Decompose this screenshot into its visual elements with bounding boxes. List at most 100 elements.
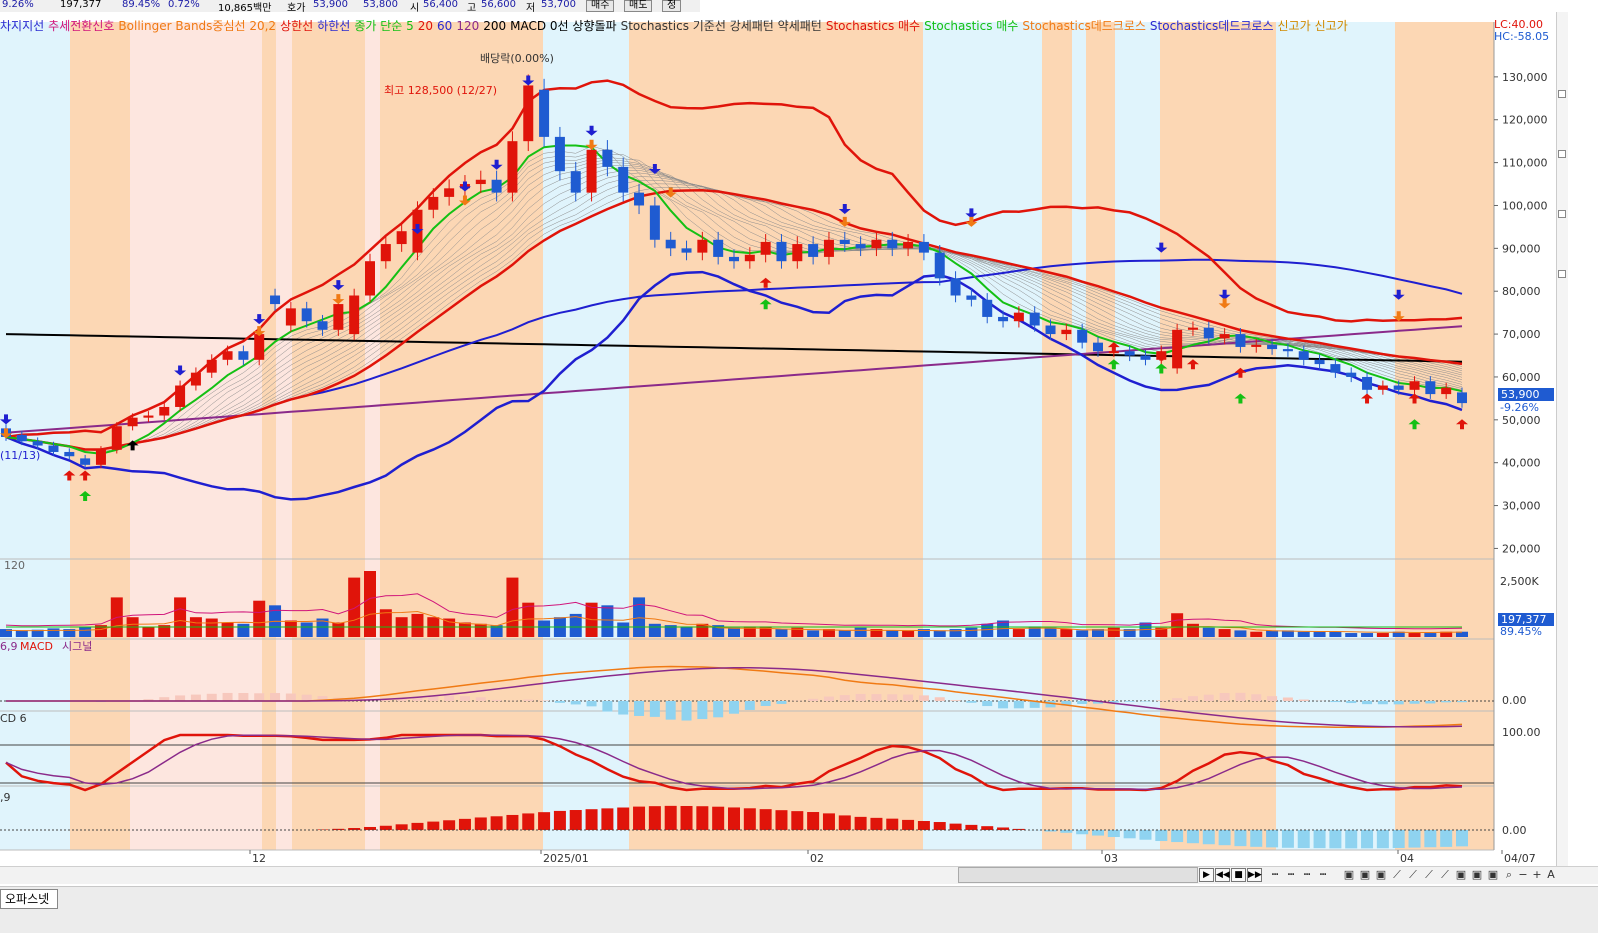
oscillator-bar: [474, 817, 487, 830]
zoom-icon[interactable]: ⌕: [1505, 868, 1513, 881]
legend-item[interactable]: Stochastics데드크로스: [1022, 19, 1146, 33]
legend-item[interactable]: 200: [483, 19, 507, 33]
oscillator-bar: [854, 816, 867, 830]
macd-histogram-bar: [1235, 692, 1246, 701]
legend-item[interactable]: Stochastics 매수: [924, 19, 1019, 33]
play-icon[interactable]: ▶: [1199, 868, 1214, 882]
volume-bar: [1376, 633, 1389, 637]
draw-icon[interactable]: ⟋: [1425, 868, 1433, 881]
legend-item[interactable]: 120: [456, 19, 480, 33]
bottom-tab[interactable]: 오파스넷: [0, 889, 59, 909]
layout-icon[interactable]: ▣: [1471, 868, 1483, 881]
buy-button[interactable]: 매수: [586, 0, 615, 12]
zoom-out-icon[interactable]: −: [1518, 868, 1528, 881]
zoom-in-icon[interactable]: +: [1532, 868, 1542, 881]
legend-item[interactable]: MACD 0선 상향돌파: [510, 19, 617, 33]
draw-icon[interactable]: ⟋: [1393, 868, 1401, 881]
text-size-icon[interactable]: A: [1547, 868, 1555, 881]
candle-body: [1235, 334, 1246, 347]
indicator-legend: 차지지선 추세전환신호 Bollinger Bands중심선 20,2 상한선 하한선 종…: [0, 17, 1352, 33]
volume-bar: [284, 620, 297, 637]
draw-icon[interactable]: ⟋: [1441, 868, 1449, 881]
volume-bar: [807, 630, 820, 637]
macd-histogram-bar: [1156, 700, 1167, 701]
ruler-icon[interactable]: ┅: [1271, 868, 1279, 881]
ruler-icon[interactable]: ┅: [1303, 868, 1311, 881]
ma20-line: [5, 189, 1463, 451]
legend-item[interactable]: 상한선: [280, 19, 314, 33]
ruler-icon[interactable]: ┅: [1287, 868, 1295, 881]
legend-item[interactable]: Stochastics 매수: [825, 19, 921, 33]
legend-item[interactable]: 종가 단순 5: [354, 19, 414, 33]
bollinger-lower-line: [5, 270, 1463, 501]
up-arrow-icon: [1107, 359, 1120, 370]
macd-histogram-bar: [380, 700, 391, 701]
macd-histogram-bar: [175, 695, 186, 701]
legend-item[interactable]: 20: [417, 19, 434, 33]
toolbar-checkbox[interactable]: [1558, 210, 1566, 218]
stock-chart[interactable]: 130,000 120,000 110,000 100,000 90,000 80,000…: [0, 12, 1556, 866]
legend-item[interactable]: 하한선: [317, 19, 351, 33]
rewind-icon[interactable]: ◀◀: [1215, 868, 1230, 882]
volume-bar: [94, 625, 107, 637]
layout-icon[interactable]: ▣: [1455, 868, 1467, 881]
draw-icon[interactable]: ⟋: [1409, 868, 1417, 881]
ruler-icon[interactable]: ┅: [1319, 868, 1327, 881]
oscillator-bar: [332, 828, 345, 830]
candle-body: [175, 385, 186, 407]
layout-icon[interactable]: ▣: [1343, 868, 1355, 881]
volume-bar: [1186, 623, 1199, 637]
ratio-value: 89.45%: [122, 0, 161, 10]
sell-button[interactable]: 매도: [624, 0, 653, 12]
volume-bar: [743, 626, 756, 637]
oscillator-bar: [759, 809, 772, 830]
stop-icon[interactable]: ■: [1231, 868, 1246, 882]
macd-histogram-bar: [823, 696, 834, 701]
extra-button[interactable]: 정: [662, 0, 682, 12]
legend-item[interactable]: 신고가: [1314, 19, 1348, 33]
oscillator-bar: [458, 818, 471, 830]
legend-item[interactable]: Stochastics데드크로스: [1149, 19, 1274, 33]
macd-histogram-bar: [808, 698, 819, 701]
open-label: 시: [410, 3, 420, 12]
legend-item[interactable]: Bollinger Bands중심선 20,2: [118, 19, 277, 33]
chart-scrollbar[interactable]: [958, 867, 1198, 883]
layout-icon[interactable]: ▣: [1359, 868, 1371, 881]
macd-signal: 시그널: [62, 640, 92, 653]
fast-forward-icon[interactable]: ▶▶: [1247, 868, 1262, 882]
oscillator-bar: [1044, 830, 1057, 832]
candle-body: [602, 149, 613, 167]
candle-body: [729, 256, 739, 262]
toolbar-checkbox[interactable]: [1558, 150, 1566, 158]
layout-icon[interactable]: ▣: [1375, 868, 1387, 881]
volume-bar: [490, 625, 503, 637]
tab-label: 오파스넷: [5, 892, 50, 906]
bottom-bar: [0, 886, 1598, 933]
legend-item[interactable]: 신고가: [1277, 19, 1311, 33]
legend-item[interactable]: Stochastics 기준선 강세패턴 약세패턴: [620, 19, 822, 33]
oscillator-bar: [1392, 830, 1405, 849]
legend-item[interactable]: 60: [437, 19, 453, 33]
y-tick-label: 50,000: [1502, 414, 1541, 427]
volume-bar: [1234, 630, 1247, 637]
toolbar-checkbox[interactable]: [1558, 270, 1566, 278]
macd-histogram-bar: [713, 701, 724, 718]
layout-icon[interactable]: ▣: [1487, 868, 1499, 881]
candle-body: [1187, 327, 1198, 330]
candle-body: [1267, 344, 1278, 350]
volume-value: 197,377: [60, 0, 102, 10]
legend-item[interactable]: 차지지선: [0, 19, 45, 33]
toolbar-checkbox[interactable]: [1558, 90, 1566, 98]
y-tick-label: 130,000: [1502, 71, 1548, 84]
legend-item[interactable]: 추세전환신호: [48, 19, 115, 33]
volume-bar: [775, 629, 788, 637]
volume-bar: [617, 622, 630, 637]
up-arrow-icon: [759, 299, 772, 310]
oscillator-bar: [886, 818, 899, 830]
background-band: [923, 22, 1042, 850]
chart-scroll-strip: [0, 866, 1598, 884]
high-label: 고: [467, 3, 477, 12]
down-arrow-icon: [1218, 298, 1231, 309]
vertical-toolbar[interactable]: [1556, 12, 1568, 866]
up-arrow-icon: [1186, 359, 1199, 370]
